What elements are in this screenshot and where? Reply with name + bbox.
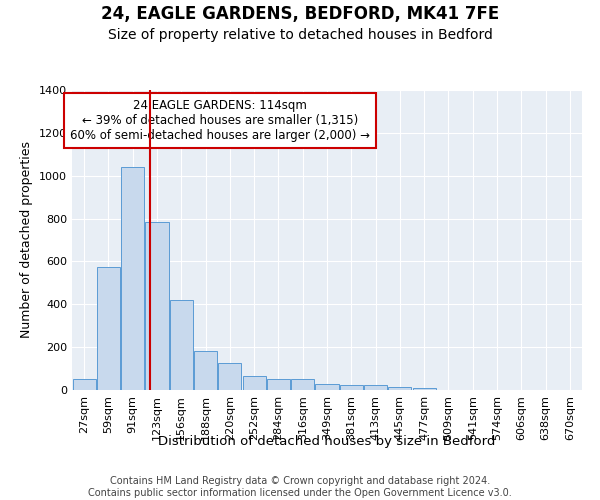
- Bar: [97, 267, 120, 390]
- Text: Distribution of detached houses by size in Bedford: Distribution of detached houses by size …: [158, 435, 496, 448]
- Bar: [291, 380, 314, 390]
- Text: Contains HM Land Registry data © Crown copyright and database right 2024.
Contai: Contains HM Land Registry data © Crown c…: [88, 476, 512, 498]
- Bar: [242, 376, 266, 390]
- Text: 24 EAGLE GARDENS: 114sqm
← 39% of detached houses are smaller (1,315)
60% of sem: 24 EAGLE GARDENS: 114sqm ← 39% of detach…: [70, 99, 370, 142]
- Text: 24, EAGLE GARDENS, BEDFORD, MK41 7FE: 24, EAGLE GARDENS, BEDFORD, MK41 7FE: [101, 5, 499, 23]
- Text: Size of property relative to detached houses in Bedford: Size of property relative to detached ho…: [107, 28, 493, 42]
- Bar: [73, 380, 95, 390]
- Bar: [170, 300, 193, 390]
- Bar: [340, 384, 363, 390]
- Bar: [316, 384, 338, 390]
- Bar: [413, 388, 436, 390]
- Bar: [218, 363, 241, 390]
- Bar: [145, 222, 169, 390]
- Y-axis label: Number of detached properties: Number of detached properties: [20, 142, 34, 338]
- Bar: [364, 384, 387, 390]
- Bar: [121, 167, 144, 390]
- Bar: [194, 352, 217, 390]
- Bar: [388, 387, 412, 390]
- Bar: [267, 380, 290, 390]
